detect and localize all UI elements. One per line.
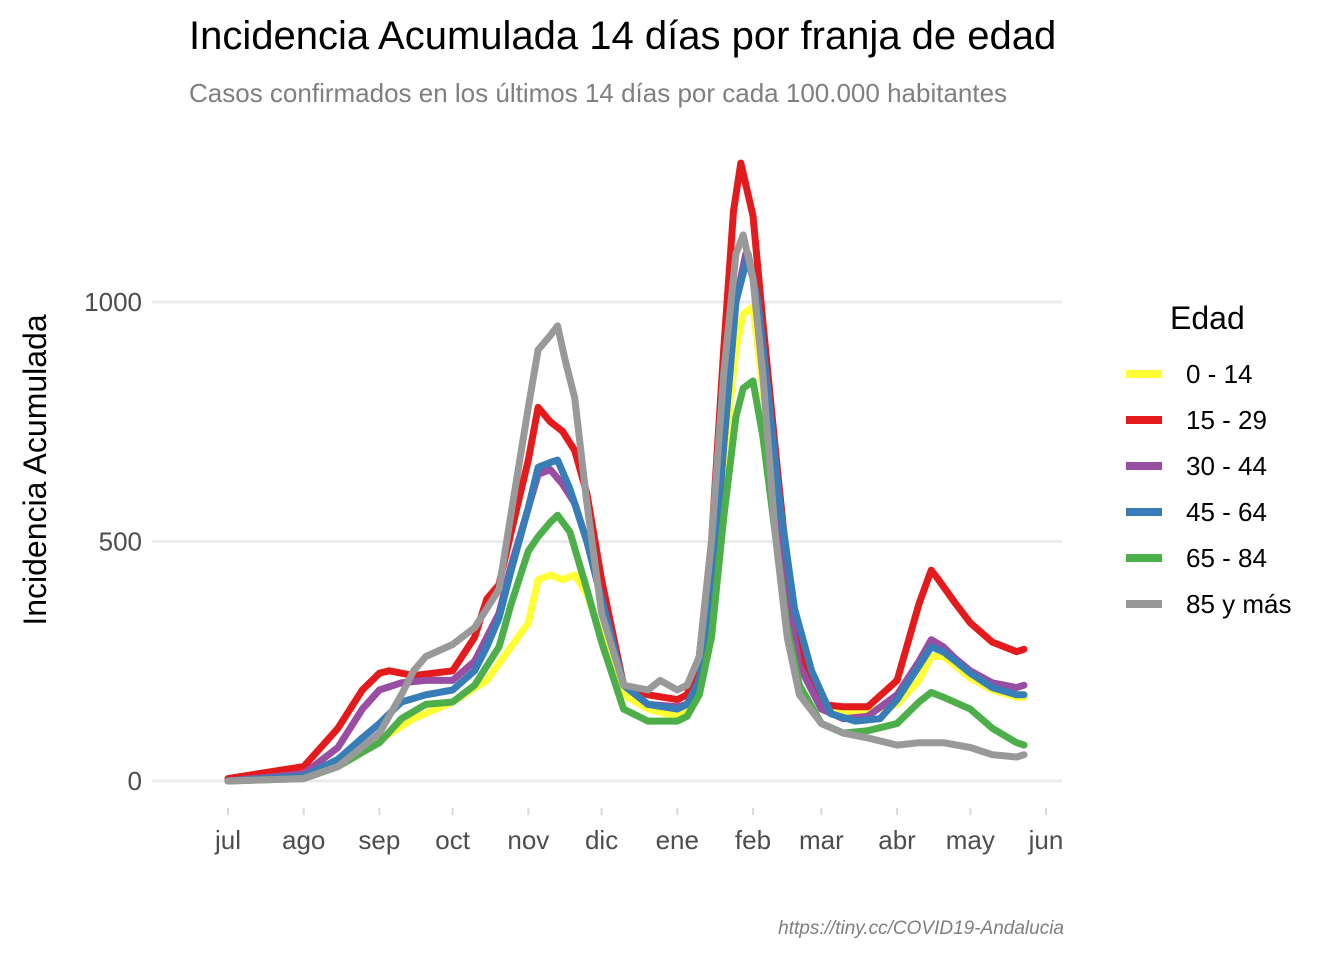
x-axis: jul ago sep oct nov dic ene feb mar abr may jun [214,808,1063,855]
legend-swatch [1126,508,1162,516]
x-tick-label: dic [585,825,618,855]
legend-swatch [1126,370,1162,378]
y-tick-label: 0 [128,766,142,796]
y-axis-label: Incidencia Acumulada [17,314,53,626]
chart-subtitle: Casos confirmados en los últimos 14 días… [189,78,1008,108]
legend-item: 85 y más [1126,581,1292,627]
legend-item: 45 - 64 [1126,489,1292,535]
source-caption: https://tiny.cc/COVID19-Andalucia [778,918,1064,939]
legend-item: 30 - 44 [1126,443,1292,489]
x-tick-label: ago [282,825,325,855]
legend-label: 65 - 84 [1186,542,1267,573]
legend-item: 65 - 84 [1126,535,1292,581]
y-axis: 0 500 1000 [84,287,142,796]
legend-label: 0 - 14 [1186,358,1253,389]
series-line-30-44 [224,250,1028,785]
legend-label: 85 y más [1186,588,1292,619]
chart-title: Incidencia Acumulada 14 días por franja … [189,14,1057,58]
y-tick-label: 500 [99,527,142,557]
legend-items: 0 - 14 15 - 29 30 - 44 45 - 64 65 - 84 85 y m… [1126,351,1292,627]
legend-item: 0 - 14 [1126,351,1292,397]
x-tick-label: mar [799,825,844,855]
legend: Edad 0 - 14 15 - 29 30 - 44 45 - 64 65 - 84 8… [1126,300,1292,627]
series-line-65-84 [224,377,1028,785]
x-tick-label: feb [735,825,771,855]
series-lines [224,159,1028,785]
legend-swatch [1126,554,1162,562]
legend-title: Edad [1170,300,1245,336]
x-tick-label: jul [214,825,241,855]
legend-swatch [1126,416,1162,424]
series-line-45-64 [224,250,1028,785]
x-tick-label: ene [656,825,699,855]
legend-label: 30 - 44 [1186,450,1267,481]
grid-lines [152,300,1062,783]
legend-label: 15 - 29 [1186,404,1267,435]
x-tick-label: nov [507,825,549,855]
x-tick-label: jun [1028,825,1064,855]
legend-item: 15 - 29 [1126,397,1292,443]
x-tick-label: abr [878,825,916,855]
legend-label: 45 - 64 [1186,496,1267,527]
series-line-85-y-m-s [224,231,1028,785]
y-tick-label: 1000 [84,287,142,317]
legend-swatch [1126,600,1162,608]
x-tick-label: may [946,825,995,855]
series-line-15-29 [224,159,1028,783]
x-tick-label: sep [358,825,400,855]
x-tick-label: oct [435,825,470,855]
legend-swatch [1126,462,1162,470]
